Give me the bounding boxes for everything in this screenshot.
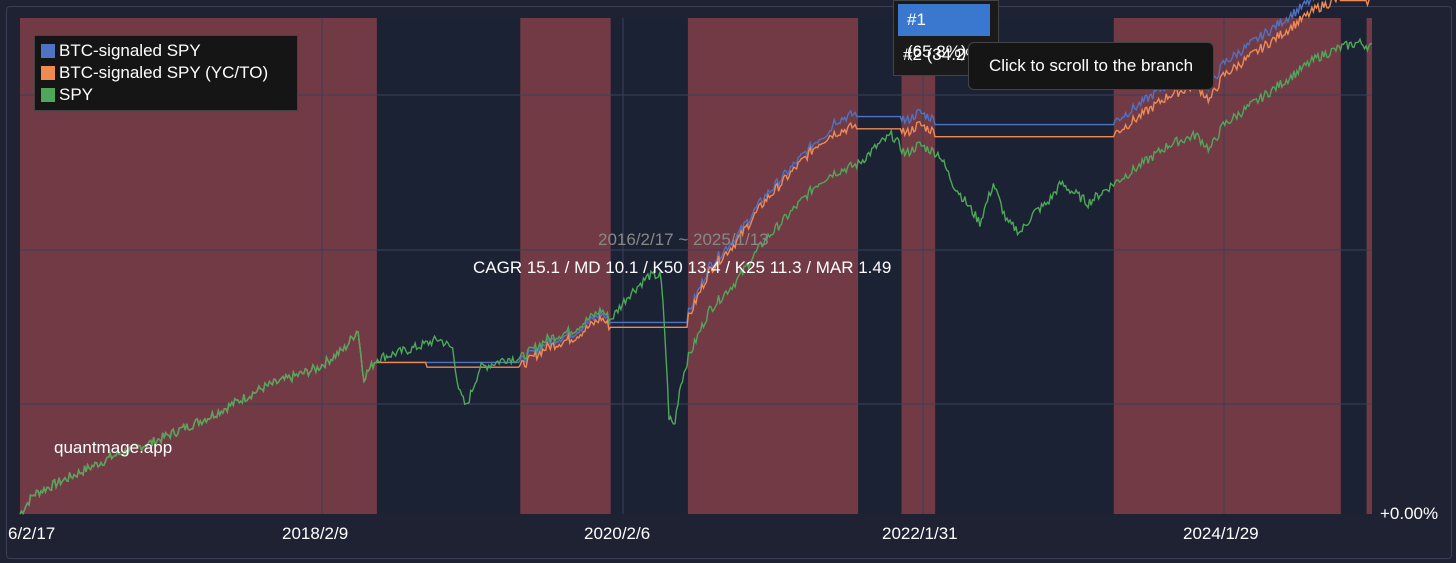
regime-band	[901, 18, 936, 514]
branch-item-1[interactable]: #1 (65.8%)	[898, 4, 990, 61]
legend-swatch-btc	[41, 44, 55, 58]
legend-label-spy: SPY	[59, 85, 94, 104]
series-line-spy	[19, 37, 1373, 515]
regime-band	[1113, 18, 1341, 514]
y-axis-value: +0.00%	[1380, 504, 1439, 523]
regime-band	[935, 18, 1114, 514]
regime-band	[1366, 18, 1372, 514]
branch-tooltip: Click to scroll to the branch	[968, 42, 1214, 90]
chart-legend: BTC-signaled SPY BTC-signaled SPY (YC/TO…	[34, 35, 298, 111]
regime-band	[858, 18, 902, 514]
legend-item-btc[interactable]: BTC-signaled SPY	[41, 40, 291, 62]
x-tick-label: 2018/2/9	[282, 524, 349, 543]
legend-label-btc: BTC-signaled SPY	[59, 41, 201, 60]
watermark: quantmage.app	[54, 438, 173, 457]
stats-label: CAGR 15.1 / MD 10.1 / K50 13.4 / K25 11.…	[473, 258, 892, 277]
branch-item-2[interactable]: #2 (34.2%)	[903, 45, 987, 64]
regime-band	[520, 18, 611, 514]
date-range-label: 2016/2/17 ~ 2025/1/13	[598, 230, 769, 249]
regime-band	[610, 18, 688, 514]
x-tick-label: 6/2/17	[8, 524, 56, 543]
legend-item-spy[interactable]: SPY	[41, 84, 291, 106]
regime-band	[376, 18, 521, 514]
legend-label-yc: BTC-signaled SPY (YC/TO)	[59, 63, 269, 82]
x-tick-label: 2020/2/6	[584, 524, 651, 543]
legend-item-yc[interactable]: BTC-signaled SPY (YC/TO)	[41, 62, 291, 84]
legend-swatch-yc	[41, 66, 55, 80]
x-tick-label: 2022/1/31	[882, 524, 958, 543]
legend-swatch-spy	[41, 88, 55, 102]
x-tick-label: 2024/1/29	[1183, 524, 1259, 543]
regime-band	[1340, 18, 1367, 514]
